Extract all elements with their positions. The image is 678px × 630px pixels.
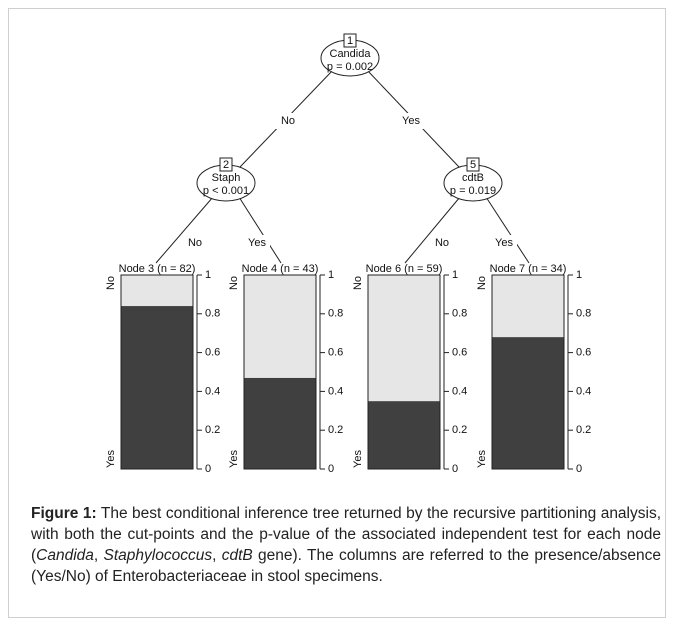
bar-segment <box>368 275 440 402</box>
chart-title: Node 6 (n = 59) <box>366 263 443 275</box>
bar-frame <box>120 274 194 470</box>
legend-label: Yes <box>352 450 364 468</box>
edge <box>238 196 282 264</box>
y-tick-label: 0.2 <box>452 424 467 436</box>
edge-label: No <box>435 237 449 249</box>
node-variable: cdtB <box>462 172 484 184</box>
node-variable: Staph <box>212 172 241 184</box>
edge-label-bg <box>271 113 305 129</box>
legend-label: Yes <box>476 450 488 468</box>
y-tick-label: 0 <box>576 463 582 475</box>
legend-label: No <box>105 276 117 290</box>
edge-label: Yes <box>402 115 420 127</box>
node-id-box <box>466 157 480 172</box>
caption-text: , <box>212 547 222 564</box>
node-id-box <box>343 33 357 48</box>
y-tick-label: 0.2 <box>576 424 591 436</box>
y-tick-label: 0.2 <box>205 424 220 436</box>
y-tick-label: 0.2 <box>328 424 343 436</box>
legend-label: No <box>228 276 240 290</box>
chart-title: Node 3 (n = 82) <box>119 263 196 275</box>
figure: No Yes No Yes No Yes 1 Candida p = 0.002… <box>8 8 666 618</box>
y-tick-label: 0.4 <box>205 385 220 397</box>
tree-chart: No Yes No Yes No Yes 1 Candida p = 0.002… <box>105 33 591 475</box>
y-tick-label: 0.6 <box>576 347 591 359</box>
legend-label: No <box>352 276 364 290</box>
bar-segment <box>492 337 564 469</box>
y-tick-label: 1 <box>328 269 334 281</box>
edge-label-bg <box>430 235 454 251</box>
edge <box>404 196 461 264</box>
y-tick-label: 0.8 <box>452 308 467 320</box>
bar-frame <box>491 274 565 470</box>
caption-italic: Staphylococcus <box>103 547 213 564</box>
y-tick-label: 1 <box>576 269 582 281</box>
edge-label: No <box>188 237 202 249</box>
caption-text: gene). The columns are referred to the p… <box>31 547 661 585</box>
node-p: p < 0.001 <box>203 185 249 197</box>
node-id: 1 <box>347 35 353 47</box>
y-tick-label: 0.4 <box>452 385 467 397</box>
bar-frame <box>243 274 317 470</box>
y-tick-label: 0.8 <box>328 308 343 320</box>
bar-segment <box>244 377 316 469</box>
node-p: p = 0.002 <box>327 61 373 73</box>
node-variable: Candida <box>330 48 372 60</box>
y-tick-label: 1 <box>205 269 211 281</box>
caption: Figure 1: The best conditional inference… <box>31 503 661 587</box>
bar-segment <box>368 401 440 469</box>
y-tick-label: 0.6 <box>205 347 220 359</box>
edge-label: Yes <box>495 237 513 249</box>
bar-segment <box>121 306 193 469</box>
caption-italic: Candida <box>36 547 94 564</box>
y-tick-label: 0 <box>328 463 334 475</box>
edge-label-bg <box>183 235 207 251</box>
edge-label-bg <box>397 113 427 129</box>
node-id: 2 <box>223 159 229 171</box>
y-tick-label: 0.4 <box>328 385 343 397</box>
legend-label: No <box>476 276 488 290</box>
y-tick-label: 0.6 <box>452 347 467 359</box>
bar-segment <box>244 275 316 378</box>
caption-italic: cdtB <box>221 547 253 564</box>
y-tick-label: 0.6 <box>328 347 343 359</box>
y-tick-label: 1 <box>452 269 458 281</box>
edge-label: Yes <box>248 237 266 249</box>
edge <box>155 196 214 264</box>
bar-frame <box>367 274 441 470</box>
caption-text: The best conditional inference tree retu… <box>31 505 661 564</box>
node-id-box <box>219 157 233 172</box>
y-tick-label: 0.4 <box>576 385 591 397</box>
y-tick-label: 0.8 <box>205 308 220 320</box>
edge-label: No <box>281 115 295 127</box>
y-tick-label: 0.8 <box>576 308 591 320</box>
node-id: 5 <box>470 159 476 171</box>
y-tick-label: 0 <box>205 463 211 475</box>
caption-text: , <box>93 547 104 564</box>
legend-label: Yes <box>105 450 117 468</box>
chart-title: Node 7 (n = 34) <box>490 263 567 275</box>
bar-segment <box>492 275 564 338</box>
caption-label: Figure 1: <box>31 505 97 522</box>
edge <box>485 196 530 264</box>
legend-label: Yes <box>228 450 240 468</box>
edge-label-bg <box>244 235 270 251</box>
node-p: p = 0.019 <box>450 185 496 197</box>
chart-title: Node 4 (n = 43) <box>242 263 319 275</box>
edge-label-bg <box>491 235 517 251</box>
bar-segment <box>121 275 193 307</box>
y-tick-label: 0 <box>452 463 458 475</box>
